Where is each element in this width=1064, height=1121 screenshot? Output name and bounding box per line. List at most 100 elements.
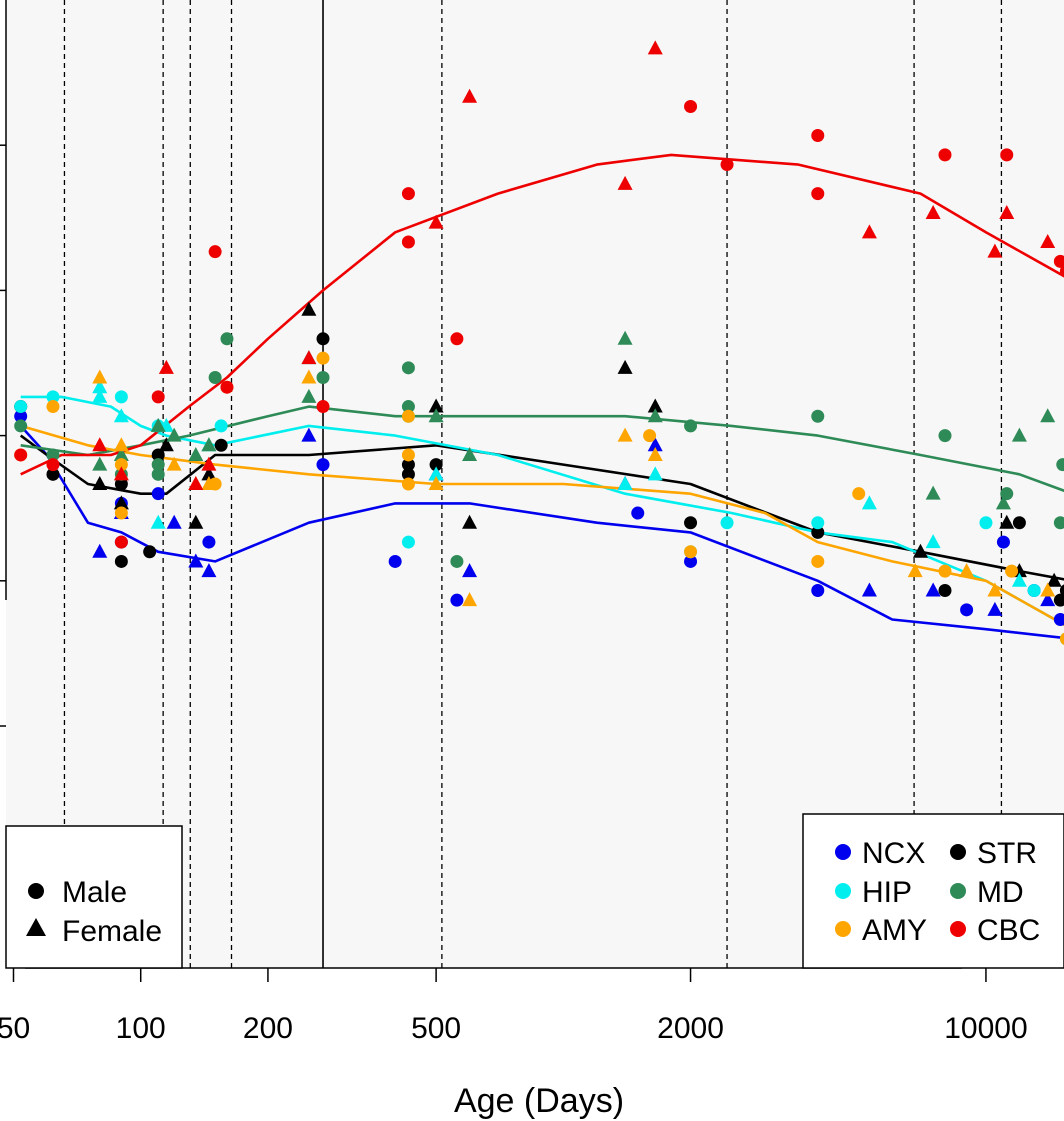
point-str-male-7	[316, 332, 330, 346]
point-str-female-5	[301, 301, 317, 316]
point-hip-female-9	[647, 466, 663, 481]
point-md-male-15	[1053, 516, 1064, 530]
point-hip-male-8	[720, 516, 734, 530]
point-amy-female-1	[113, 437, 129, 452]
x-tick-label-2000: 2000	[657, 1012, 724, 1045]
point-ncx-female-10	[861, 582, 877, 597]
point-hip-male-4	[214, 419, 228, 433]
point-amy-female-9	[647, 446, 663, 461]
point-md-male-12	[811, 409, 825, 423]
point-md-male-16	[1056, 458, 1064, 472]
point-amy-male-12	[811, 554, 825, 568]
point-md-male-5	[208, 371, 222, 385]
point-str-male-2	[114, 477, 128, 491]
legend-amy-marker	[835, 921, 851, 937]
legend-ncx-marker	[835, 844, 851, 860]
point-hip-male-10	[979, 516, 993, 530]
point-amy-female-2	[166, 456, 182, 471]
point-str-female-10	[912, 543, 928, 558]
point-str-female-7	[462, 514, 478, 529]
point-amy-male-15	[1005, 564, 1019, 578]
point-md-male-0	[14, 419, 28, 433]
point-str-male-12	[811, 525, 825, 539]
point-cbc-female-1	[113, 466, 129, 481]
point-md-male-1	[46, 448, 60, 462]
point-ncx-male-9	[684, 554, 698, 568]
point-cbc-male-6	[316, 400, 330, 414]
point-ncx-male-3	[151, 487, 165, 501]
legend-hip-label: HIP	[862, 876, 912, 909]
point-cbc-male-10	[684, 99, 698, 113]
point-hip-female-12	[1011, 572, 1027, 587]
legend-ncx-label: NCX	[862, 837, 925, 870]
point-cbc-male-1	[46, 458, 60, 472]
point-amy-female-8	[617, 427, 633, 442]
point-cbc-female-2	[158, 359, 174, 374]
point-cbc-male-8	[401, 187, 415, 201]
legend-amy-label: AMY	[862, 914, 927, 947]
point-md-male-8	[401, 361, 415, 375]
point-cbc-male-16	[1053, 254, 1064, 268]
point-md-female-10	[647, 408, 663, 423]
point-ncx-female-11	[925, 582, 941, 597]
x-tick-label-100: 100	[116, 1012, 166, 1045]
point-hip-female-0	[92, 379, 108, 394]
point-md-female-6	[301, 388, 317, 403]
point-amy-female-10	[907, 563, 923, 578]
point-str-male-15	[1053, 593, 1064, 607]
point-ncx-female-7	[462, 563, 478, 578]
point-ncx-male-11	[960, 603, 974, 617]
point-cbc-female-14	[1040, 234, 1056, 248]
x-tick-label-50: 50	[0, 1012, 30, 1045]
point-str-male-14	[1012, 516, 1026, 530]
legend-str-marker	[950, 844, 966, 860]
point-str-female-12	[999, 514, 1015, 529]
point-cbc-female-4	[201, 456, 217, 471]
point-amy-female-13	[1040, 582, 1056, 597]
point-amy-female-5	[301, 369, 317, 384]
point-cbc-female-3	[188, 476, 204, 490]
point-ncx-male-0	[14, 409, 28, 423]
point-str-male-5	[151, 448, 165, 462]
point-md-female-9	[617, 330, 633, 345]
point-ncx-male-7	[450, 593, 464, 607]
trend-line-ncx	[19, 425, 1064, 640]
point-str-female-0	[92, 476, 108, 490]
point-md-female-12	[995, 495, 1011, 510]
point-ncx-female-2	[166, 514, 182, 529]
x-tick-label-10000: 10000	[944, 1012, 1027, 1045]
legend-cbc-label: CBC	[977, 914, 1040, 947]
point-md-female-8	[462, 446, 478, 461]
point-amy-male-9	[401, 409, 415, 423]
legend-str-label: STR	[977, 837, 1037, 870]
color-legend: NCX STR HIP MD AMY CBC	[802, 813, 1064, 969]
point-str-female-2	[158, 437, 174, 452]
point-amy-male-2	[114, 506, 128, 520]
point-ncx-male-10	[811, 583, 825, 597]
point-str-female-3	[188, 514, 204, 529]
point-ncx-female-9	[647, 437, 663, 452]
point-md-male-9	[401, 400, 415, 414]
point-hip-male-6	[401, 535, 415, 549]
point-hip-male-1	[46, 390, 60, 404]
point-amy-female-0	[92, 369, 108, 384]
point-md-female-2	[150, 417, 166, 432]
point-ncx-male-5	[316, 458, 330, 472]
vertical-reference-lines	[63, 0, 1003, 968]
point-amy-female-4	[201, 476, 217, 490]
point-md-male-7	[316, 371, 330, 385]
point-amy-male-3	[114, 458, 128, 472]
x-tick-label-200: 200	[243, 1012, 293, 1045]
x-axis-ticks: 50 100 200 500 2000 10000	[0, 968, 1028, 1045]
point-cbc-male-9	[450, 332, 464, 346]
y-axis-ticks	[0, 144, 6, 727]
point-ncx-male-14	[1053, 613, 1064, 627]
legend-male-label: Male	[62, 876, 127, 909]
point-cbc-male-2	[114, 535, 128, 549]
point-ncx-female-3	[188, 553, 204, 568]
legend-female-marker	[26, 918, 46, 936]
point-cbc-female-5	[301, 350, 317, 365]
point-cbc-male-0	[14, 448, 28, 462]
legend-cbc-marker	[950, 921, 966, 937]
